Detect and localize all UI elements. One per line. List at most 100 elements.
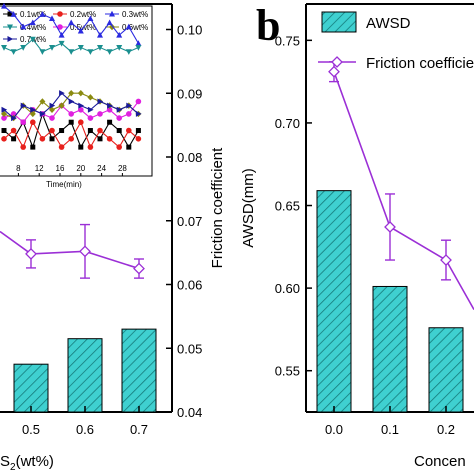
inset-series-point bbox=[116, 144, 122, 150]
inset-series-point bbox=[20, 144, 27, 150]
panel-a-x-axis-title: S2(wt%) bbox=[0, 453, 54, 473]
inset-series-point bbox=[125, 23, 132, 30]
panel-b-bar bbox=[428, 327, 464, 413]
panel-b-letter: b bbox=[256, 1, 280, 50]
inset-series-point bbox=[39, 110, 46, 117]
panel-b-left-axis-title: AWSD(mm) bbox=[240, 168, 257, 247]
inset-series-point bbox=[68, 19, 75, 26]
inset-series-point bbox=[58, 102, 65, 109]
inset-series-point bbox=[68, 136, 74, 142]
panel-a-right-tick-label: 0.10 bbox=[177, 23, 202, 38]
panel-a: 0.04 0.05 0.06 0.07 0.08 0.09 0.10 Friction coe… bbox=[0, 2, 226, 473]
inset-series-point bbox=[87, 94, 94, 101]
panel-a-right-tick-label: 0.04 bbox=[177, 405, 202, 420]
inset-legend-marker bbox=[7, 11, 13, 17]
inset-series-point bbox=[39, 136, 46, 142]
inset-series-point bbox=[58, 31, 65, 38]
inset-series-point bbox=[49, 45, 55, 51]
panel-b-bar bbox=[316, 190, 352, 413]
inset-series-point bbox=[135, 45, 142, 51]
panel-b-line-point bbox=[328, 65, 340, 78]
inset-series-point bbox=[78, 106, 84, 113]
panel-b-left-tick-label: 0.75 bbox=[275, 33, 300, 48]
inset-series-point bbox=[125, 49, 132, 55]
panel-a-x-tick-label: 0.5 bbox=[22, 422, 40, 437]
inset-series-point bbox=[10, 49, 17, 55]
inset-series-point bbox=[10, 11, 17, 17]
inset-series-point bbox=[78, 102, 84, 109]
inset-series-point bbox=[126, 102, 132, 109]
panel-b-left-tick-label: 0.65 bbox=[275, 199, 300, 214]
panel-a-x-tick-label: 0.6 bbox=[76, 422, 94, 437]
panel-b-line-point bbox=[384, 221, 396, 233]
panel-a-right-tick-label: 0.08 bbox=[177, 150, 202, 165]
inset-series-point bbox=[58, 144, 65, 150]
inset-legend-marker bbox=[109, 10, 115, 17]
inset-series-point bbox=[77, 27, 84, 34]
inset-series-point bbox=[106, 19, 113, 26]
inset-series-point bbox=[87, 128, 93, 134]
inset-series-point bbox=[30, 119, 36, 126]
inset-series-point bbox=[106, 136, 113, 142]
inset-series-point bbox=[49, 102, 56, 109]
inset-series-point bbox=[135, 40, 142, 46]
inset-series-point bbox=[1, 106, 8, 113]
panel-b-friction-line bbox=[333, 71, 474, 310]
inset-x-tick-label: 28 bbox=[118, 164, 127, 173]
inset-series-point bbox=[97, 98, 104, 105]
inset-series-point bbox=[11, 136, 17, 142]
inset-series-point bbox=[97, 136, 103, 142]
inset-series-point bbox=[1, 2, 7, 9]
inset-legend-marker bbox=[7, 24, 13, 31]
inset-series-point bbox=[1, 45, 7, 51]
inset-x-tick-label: 20 bbox=[76, 164, 85, 173]
inset-series-point bbox=[106, 49, 113, 55]
panel-b-left-tick-label: 0.55 bbox=[275, 364, 300, 379]
inset-series-point bbox=[77, 45, 84, 51]
panel-b: 0.55 0.60 0.65 0.70 0.75 AWSD(mm) 0.0 0.1 0.2 Con… bbox=[240, 1, 474, 470]
inset-legend-label: 0.6wt% bbox=[122, 23, 148, 32]
panel-a-friction-line bbox=[0, 230, 140, 270]
panel-b-legend-label: AWSD bbox=[366, 15, 411, 32]
inset-series-point bbox=[20, 45, 27, 51]
inset-series-point bbox=[49, 136, 55, 142]
inset-series-point bbox=[58, 40, 65, 47]
inset-series-point bbox=[135, 98, 142, 105]
inset-x-tick-label: 12 bbox=[35, 164, 44, 173]
inset-series-point bbox=[135, 110, 142, 117]
inset-series-point bbox=[87, 49, 94, 55]
inset-series-point bbox=[39, 49, 46, 55]
panel-b-legend-marker bbox=[331, 56, 343, 68]
inset-x-tick-label: 16 bbox=[56, 164, 65, 173]
inset-series-point bbox=[1, 110, 7, 118]
inset-series-point bbox=[126, 111, 132, 117]
inset-series-point bbox=[1, 136, 7, 142]
inset-x-tick-label: 24 bbox=[97, 164, 106, 173]
inset-series-point bbox=[30, 106, 36, 113]
panel-b-x-tick-label: 0.0 bbox=[325, 422, 343, 437]
inset-series-point bbox=[78, 119, 84, 126]
inset-series-point bbox=[78, 144, 84, 150]
inset-series-point bbox=[49, 106, 55, 113]
inset-series-point bbox=[97, 111, 103, 117]
inset-series-point bbox=[68, 111, 74, 117]
inset-x-axis-title: Time(min) bbox=[46, 180, 82, 189]
inset-series-point bbox=[116, 106, 123, 113]
inset-legend-marker bbox=[57, 11, 63, 17]
inset-series-point bbox=[116, 31, 123, 38]
inset-legend-label: 0.1wt% bbox=[20, 10, 46, 19]
inset-legend-label: 0.4wt% bbox=[20, 23, 46, 32]
panel-b-left-tick-label: 0.70 bbox=[275, 116, 300, 131]
panel-b-left-tick-label: 0.60 bbox=[275, 281, 300, 296]
inset-series-point bbox=[39, 11, 46, 17]
inset-series-point bbox=[107, 102, 113, 109]
panel-a-line-point bbox=[79, 245, 91, 258]
inset-series-point bbox=[30, 144, 36, 150]
inset-series-point bbox=[49, 115, 55, 121]
panel-b-x-tick-label: 0.1 bbox=[381, 422, 399, 437]
inset-series-point bbox=[68, 49, 75, 55]
inset-legend-marker bbox=[57, 24, 63, 30]
inset-frame bbox=[0, 5, 153, 177]
inset-series-point bbox=[135, 136, 142, 142]
